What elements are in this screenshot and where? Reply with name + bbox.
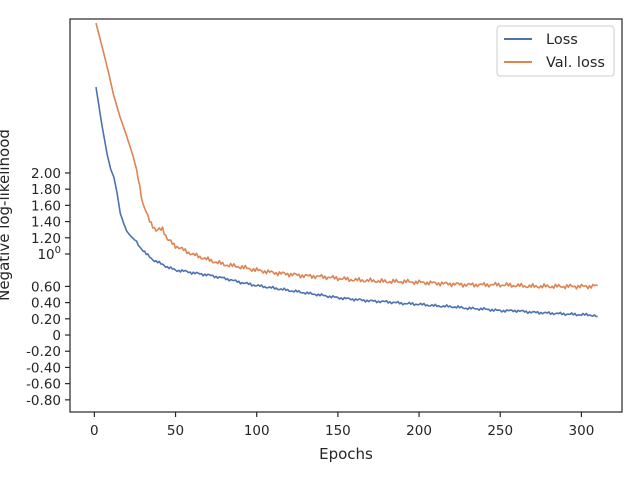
x-tick-label: 250 <box>487 423 513 439</box>
y-tick-label: 0.20 <box>31 312 61 328</box>
x-tick-label: 50 <box>167 423 184 439</box>
y-tick-label: 1.20 <box>31 231 61 247</box>
series-layer <box>95 22 598 318</box>
x-tick-label: 300 <box>569 423 595 439</box>
y-tick-label: 0.40 <box>31 296 61 312</box>
y-tick-label: 1.80 <box>31 182 61 198</box>
y-tick-label: 0.60 <box>31 279 61 295</box>
legend: Loss Val. loss <box>496 25 615 77</box>
y-axis: 2.001.801.601.401.200.600.400.200-0.20-0… <box>26 166 70 409</box>
y-axis-label: Negative log-likelihood <box>0 129 13 301</box>
x-axis-label: Epochs <box>319 445 373 463</box>
y-tick-label: -0.20 <box>26 344 61 360</box>
y-tick-label: 1.40 <box>31 215 61 231</box>
legend-label-loss: Loss <box>546 32 578 48</box>
y-tick-label: -0.80 <box>26 393 61 409</box>
plot-area <box>69 18 623 413</box>
x-tick-label: 100 <box>244 423 270 439</box>
x-tick-label: 200 <box>406 423 432 439</box>
y-tick-label: 2.00 <box>31 166 61 182</box>
y-tick-label: 0 <box>52 328 61 344</box>
x-axis: 0 50 100 150 200 250 300 <box>90 412 594 439</box>
y-tick-label: -0.40 <box>26 360 61 376</box>
x-tick-label: 0 <box>90 423 99 439</box>
y-tick-label: -0.60 <box>26 377 61 393</box>
series-line-val-loss <box>95 22 598 290</box>
x-tick-label: 150 <box>325 423 351 439</box>
y-tick-label: 1.60 <box>31 198 61 214</box>
y-tick-label-power: 100 <box>37 245 61 263</box>
series-line-loss <box>95 86 598 318</box>
legend-label-val-loss: Val. loss <box>546 55 605 71</box>
